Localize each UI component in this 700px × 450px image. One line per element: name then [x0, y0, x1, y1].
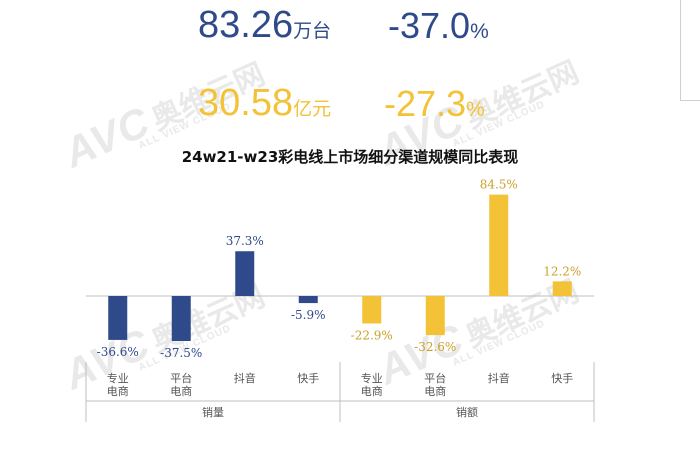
- bar: [108, 296, 128, 340]
- category-label: 电商: [361, 384, 383, 398]
- category-label: 平台: [170, 371, 192, 385]
- data-label: -5.9%: [291, 308, 326, 322]
- group-label: 销额: [456, 405, 478, 419]
- data-label: 84.5%: [480, 178, 518, 192]
- bar: [489, 194, 509, 296]
- category-label: 抖音: [488, 371, 510, 385]
- bar: [362, 296, 382, 324]
- bar: [425, 296, 445, 336]
- category-label: 专业: [107, 371, 129, 385]
- bar: [298, 296, 318, 304]
- category-label: 平台: [424, 371, 446, 385]
- data-label: -36.6%: [97, 345, 139, 359]
- category-label: 电商: [170, 384, 192, 398]
- bar: [171, 296, 191, 341]
- data-label: -37.5%: [160, 346, 202, 360]
- category-label: 专业: [361, 371, 383, 385]
- data-label: 12.2%: [543, 264, 581, 278]
- data-label: -32.6%: [414, 340, 456, 354]
- category-label: 电商: [107, 384, 129, 398]
- category-label: 快手: [551, 371, 573, 385]
- category-label: 抖音: [234, 371, 256, 385]
- bar: [552, 281, 572, 296]
- category-label: 快手: [297, 371, 319, 385]
- category-label: 电商: [424, 384, 446, 398]
- data-label: -22.9%: [351, 328, 393, 342]
- volume-total: 83.26万台: [198, 4, 332, 46]
- volume-change: -37.0%: [388, 5, 489, 46]
- bar: [235, 251, 255, 296]
- group-label: 销量: [202, 405, 224, 419]
- panel-frame: [680, 0, 700, 101]
- data-label: 37.3%: [226, 234, 264, 248]
- amount-total: 30.58亿元: [198, 82, 332, 124]
- amount-change: -27.3%: [384, 83, 485, 124]
- chart-title: 24w21-w23彩电线上市场细分渠道规模同比表现: [181, 148, 519, 166]
